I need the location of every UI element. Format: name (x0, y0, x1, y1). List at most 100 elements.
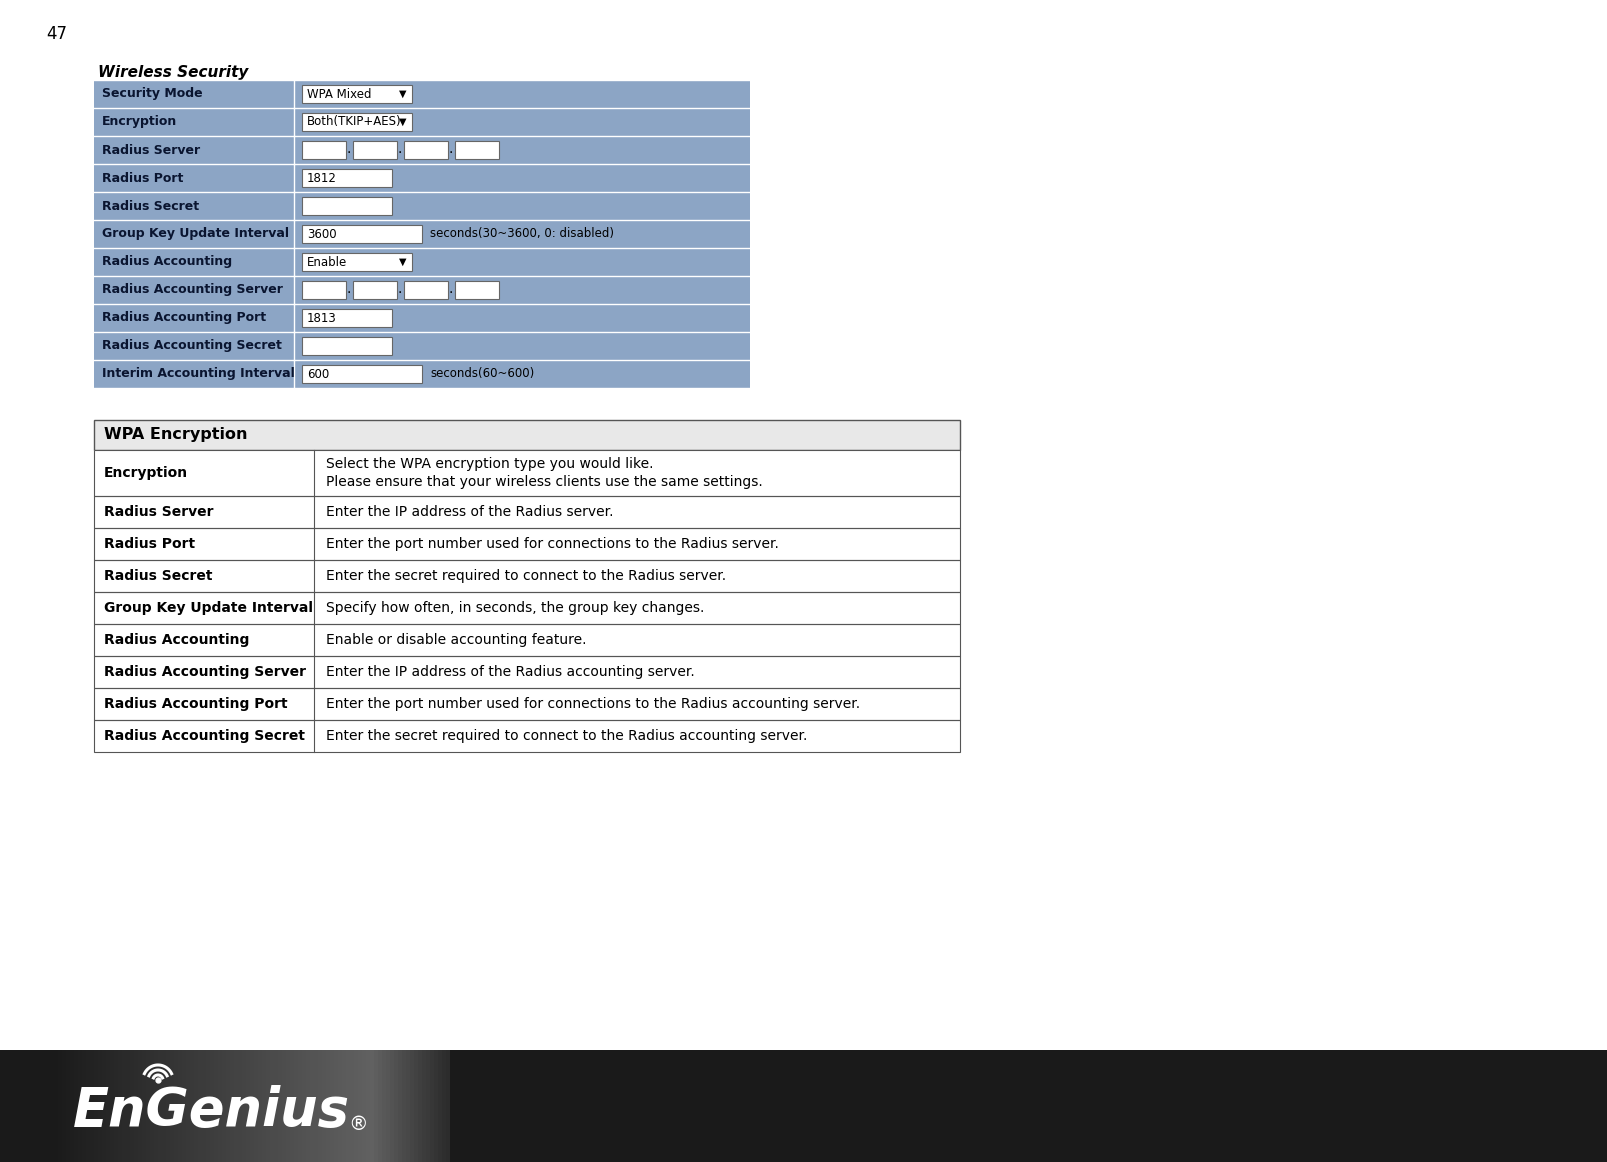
Bar (455, 141, 500, 159)
Bar (93, 528, 959, 560)
Bar (410, 1050, 415, 1162)
Bar (302, 198, 392, 215)
Bar (289, 1050, 294, 1162)
Text: Radius Accounting Secret: Radius Accounting Secret (104, 729, 305, 743)
Bar (182, 1050, 186, 1162)
Bar (455, 281, 500, 299)
Bar (219, 1050, 222, 1162)
Bar (403, 141, 448, 159)
Bar (93, 720, 959, 752)
Text: Both(TKIP+AES): Both(TKIP+AES) (307, 115, 402, 129)
Text: 600: 600 (307, 367, 329, 380)
Text: Enter the secret required to connect to the Radius accounting server.: Enter the secret required to connect to … (326, 729, 807, 743)
Bar (334, 1050, 337, 1162)
Text: Radius Server: Radius Server (104, 505, 214, 519)
Bar (93, 657, 959, 688)
Bar (415, 1050, 418, 1162)
Bar (286, 1050, 289, 1162)
Text: Radius Accounting Port: Radius Accounting Port (104, 697, 288, 711)
Bar (434, 1050, 439, 1162)
Bar (403, 281, 448, 299)
Bar (442, 1050, 447, 1162)
Text: Wireless Security: Wireless Security (98, 65, 249, 80)
Bar (318, 1050, 321, 1162)
Bar (93, 419, 959, 450)
Text: Encryption: Encryption (104, 466, 188, 480)
Bar (114, 1050, 117, 1162)
Bar (350, 1050, 354, 1162)
Text: Encryption: Encryption (101, 115, 177, 129)
Text: WPA Mixed: WPA Mixed (307, 87, 371, 100)
Bar (337, 1050, 342, 1162)
Bar (82, 1050, 87, 1162)
Bar (302, 365, 423, 383)
Bar (227, 1050, 230, 1162)
Bar (55, 1050, 58, 1162)
Bar (302, 337, 392, 356)
Bar (93, 624, 959, 657)
Bar (79, 1050, 82, 1162)
Text: Enable or disable accounting feature.: Enable or disable accounting feature. (326, 633, 587, 647)
Bar (93, 624, 959, 657)
Bar (98, 1050, 101, 1162)
Bar (174, 1050, 178, 1162)
Text: Group Key Update Interval: Group Key Update Interval (101, 228, 289, 241)
Text: Specify how often, in seconds, the group key changes.: Specify how often, in seconds, the group… (326, 601, 704, 615)
Text: Group Key Update Interval: Group Key Update Interval (104, 601, 313, 615)
Bar (0, 1050, 1607, 1162)
Bar (93, 450, 959, 496)
Bar (101, 1050, 106, 1162)
Bar (157, 1050, 162, 1162)
Bar (93, 560, 959, 591)
Text: Enter the port number used for connections to the Radius server.: Enter the port number used for connectio… (326, 537, 779, 551)
Bar (50, 1050, 55, 1162)
Text: Radius Secret: Radius Secret (101, 200, 199, 213)
Bar (93, 591, 959, 624)
Text: ®: ® (349, 1114, 368, 1133)
Bar (302, 281, 346, 299)
Bar (302, 141, 346, 159)
Bar (93, 560, 959, 591)
Text: Enable: Enable (307, 256, 347, 268)
Bar (93, 528, 959, 560)
Bar (447, 1050, 450, 1162)
Bar (93, 496, 959, 528)
Bar (418, 1050, 423, 1162)
Bar (302, 1050, 305, 1162)
Bar (146, 1050, 149, 1162)
Bar (378, 1050, 382, 1162)
Bar (87, 1050, 90, 1162)
Text: Enter the IP address of the Radius accounting server.: Enter the IP address of the Radius accou… (326, 665, 694, 679)
Bar (194, 1050, 198, 1162)
Bar (354, 281, 397, 299)
Text: ▼: ▼ (399, 257, 407, 267)
Bar (354, 141, 397, 159)
Bar (122, 1050, 125, 1162)
Bar (162, 1050, 166, 1162)
Text: 3600: 3600 (307, 228, 336, 241)
Bar (66, 1050, 71, 1162)
Bar (394, 1050, 399, 1162)
Text: WPA Encryption: WPA Encryption (104, 428, 247, 443)
Text: Radius Accounting: Radius Accounting (101, 256, 231, 268)
Bar (202, 1050, 206, 1162)
Bar (366, 1050, 370, 1162)
Bar (154, 1050, 157, 1162)
Bar (326, 1050, 329, 1162)
Bar (281, 1050, 286, 1162)
Bar (93, 720, 959, 752)
Bar (302, 309, 392, 327)
Text: .: . (347, 142, 350, 156)
Text: Please ensure that your wireless clients use the same settings.: Please ensure that your wireless clients… (326, 475, 763, 489)
Bar (439, 1050, 442, 1162)
Bar (238, 1050, 243, 1162)
Text: seconds(30~3600, 0: disabled): seconds(30~3600, 0: disabled) (431, 228, 614, 241)
Bar (93, 450, 959, 496)
Bar (302, 168, 392, 187)
Text: .: . (397, 142, 402, 156)
Text: Radius Accounting Port: Radius Accounting Port (101, 311, 267, 324)
Text: 1813: 1813 (307, 311, 337, 324)
Bar (362, 1050, 366, 1162)
Bar (310, 1050, 313, 1162)
Bar (243, 1050, 246, 1162)
